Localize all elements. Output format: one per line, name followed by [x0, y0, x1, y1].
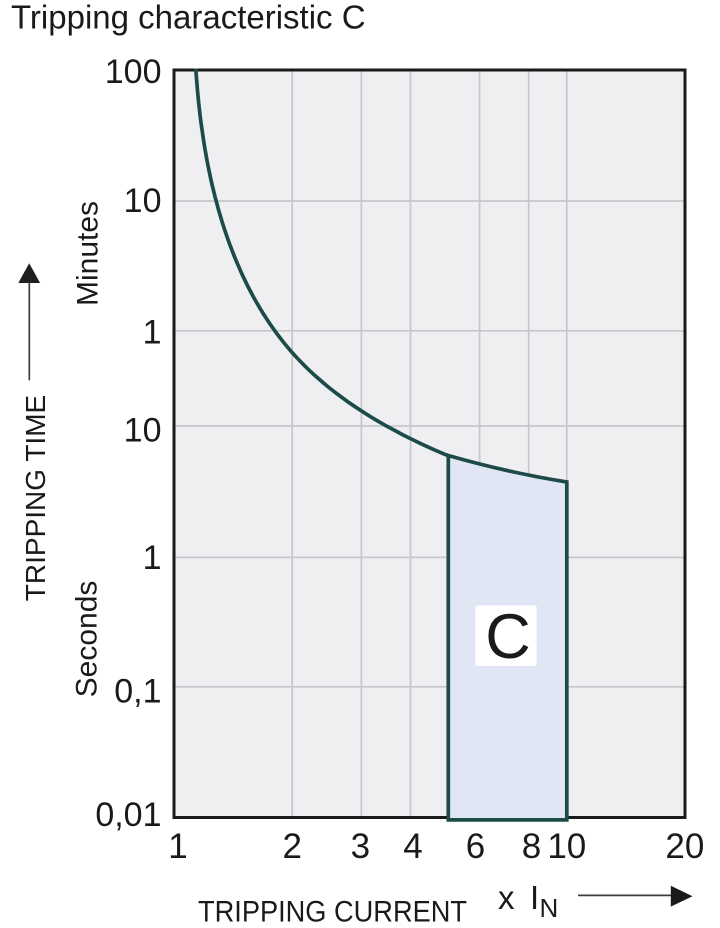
svg-text:100: 100: [105, 53, 162, 91]
svg-text:10: 10: [124, 411, 162, 449]
svg-text:Tripping characteristic C: Tripping characteristic C: [11, 0, 366, 36]
svg-text:10: 10: [547, 827, 586, 866]
svg-text:TRIPPING TIME: TRIPPING TIME: [20, 395, 51, 601]
svg-text:0,1: 0,1: [114, 672, 161, 710]
svg-text:TRIPPING CURRENT: TRIPPING CURRENT: [198, 895, 467, 928]
svg-text:C: C: [485, 602, 531, 672]
svg-text:0,01: 0,01: [95, 796, 161, 834]
svg-text:3: 3: [351, 827, 370, 866]
svg-text:Minutes: Minutes: [72, 201, 105, 306]
svg-text:1: 1: [168, 827, 187, 866]
svg-text:8: 8: [522, 827, 541, 866]
svg-text:20: 20: [665, 827, 704, 866]
svg-text:N: N: [540, 893, 559, 923]
svg-text:I: I: [530, 879, 539, 916]
svg-text:2: 2: [282, 827, 301, 866]
svg-text:1: 1: [143, 539, 162, 577]
svg-text:6: 6: [466, 827, 485, 866]
svg-text:x: x: [498, 879, 515, 916]
svg-text:1: 1: [143, 313, 162, 351]
svg-text:10: 10: [124, 182, 162, 220]
svg-text:4: 4: [403, 827, 422, 866]
svg-text:Seconds: Seconds: [71, 581, 104, 698]
